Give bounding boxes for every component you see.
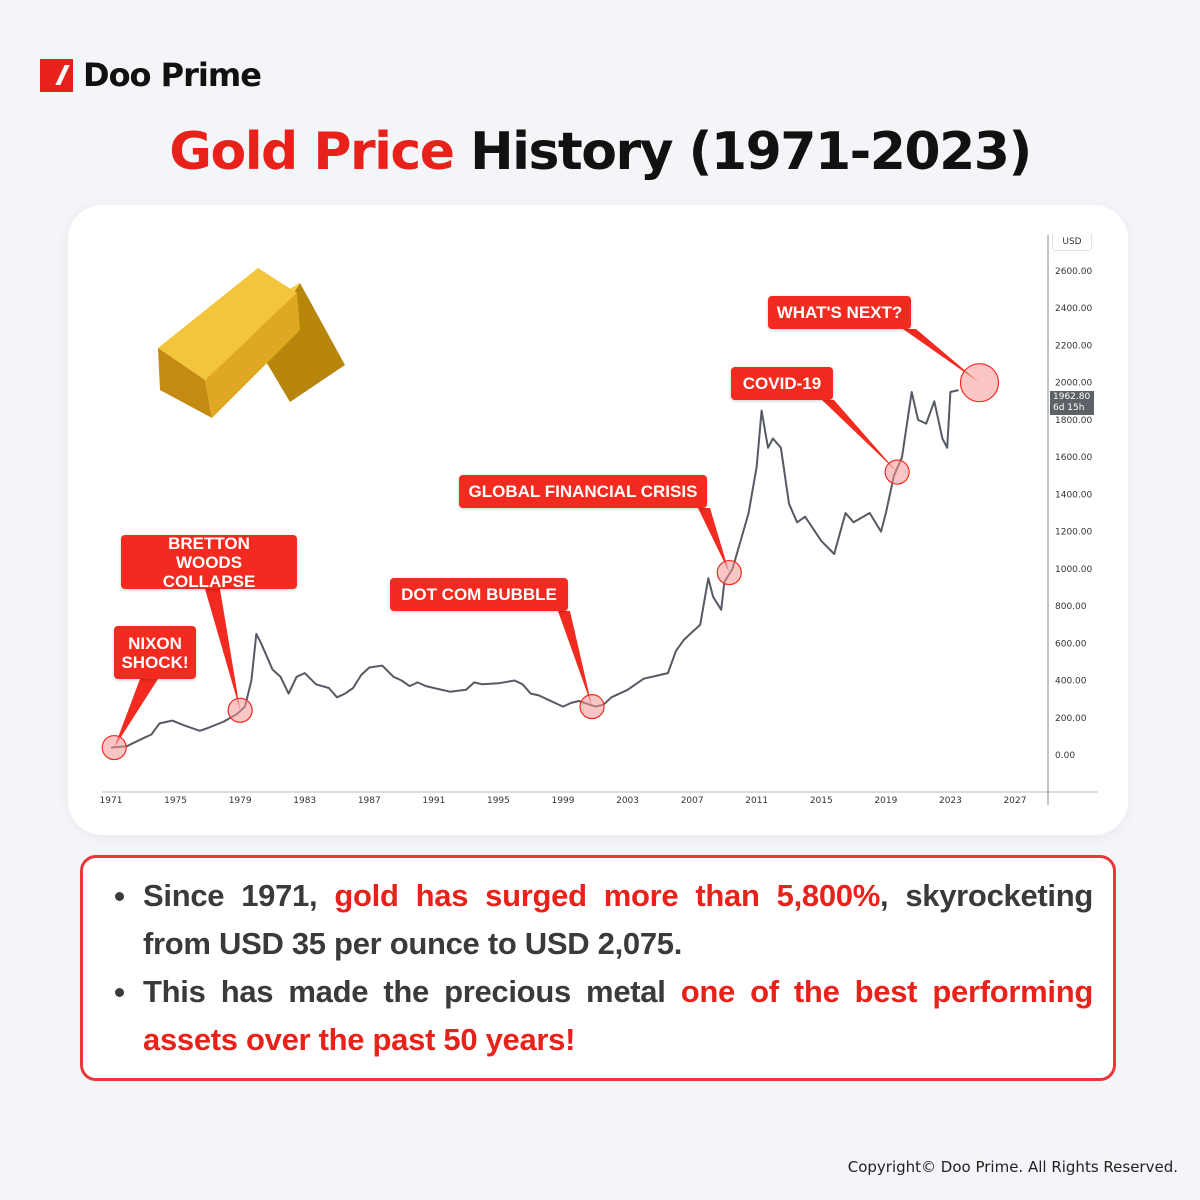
brand-name: Doo Prime bbox=[83, 56, 262, 94]
x-tick-label: 1975 bbox=[164, 796, 187, 806]
annotation-marker bbox=[101, 734, 127, 761]
x-tick-label: 1971 bbox=[100, 796, 123, 806]
chart-frame bbox=[102, 235, 1098, 793]
text: , skyrocketing from USD 35 per ounce to … bbox=[143, 878, 1093, 961]
x-tick-label: 1979 bbox=[229, 796, 252, 806]
current-price-tag: 1962.80 6d 15h bbox=[1050, 391, 1094, 415]
y-tick-label: 800.00 bbox=[1055, 602, 1087, 612]
annotation-marker bbox=[884, 459, 910, 485]
x-tick-label: 1999 bbox=[552, 796, 575, 806]
gold-bars-illustration bbox=[158, 268, 345, 418]
text: This has made the precious metal bbox=[143, 974, 681, 1009]
x-tick-label: 2011 bbox=[745, 796, 768, 806]
callout-dot-com: DOT COM BUBBLE bbox=[390, 578, 568, 611]
y-tick-label: 1000.00 bbox=[1055, 565, 1092, 575]
summary-box: Since 1971, gold has surged more than 5,… bbox=[80, 855, 1116, 1081]
callout-bretton-woods: BRETTON WOODS COLLAPSE bbox=[121, 534, 297, 591]
y-tick-label: 1800.00 bbox=[1055, 416, 1092, 426]
y-tick-label: 2600.00 bbox=[1055, 267, 1092, 277]
callout-covid: COVID-19 bbox=[731, 367, 833, 400]
y-tick-label: 0.00 bbox=[1055, 751, 1075, 761]
page-title: Gold Price History (1971-2023) bbox=[0, 122, 1200, 182]
highlight-text: gold has surged more than 5,800% bbox=[334, 878, 880, 913]
y-tick-label: 2000.00 bbox=[1055, 379, 1092, 389]
y-tick-label: 600.00 bbox=[1055, 639, 1087, 649]
x-tick-label: 1995 bbox=[487, 796, 510, 806]
current-price: 1962.80 bbox=[1053, 392, 1091, 402]
callout-pointer bbox=[205, 589, 241, 711]
highlight-text: one of the best performing assets over t… bbox=[143, 974, 1093, 1057]
x-tick-label: 1991 bbox=[422, 796, 445, 806]
y-tick-label: 400.00 bbox=[1055, 677, 1087, 687]
annotation-marker bbox=[959, 363, 1000, 403]
x-tick-label: 2015 bbox=[810, 796, 833, 806]
x-tick-label: 1983 bbox=[293, 796, 316, 806]
summary-bullet-2: This has made the precious metal one of … bbox=[115, 968, 1093, 1064]
x-tick-label: 1987 bbox=[358, 796, 381, 806]
callout-pointer bbox=[822, 400, 898, 473]
x-tick-label: 2007 bbox=[681, 796, 704, 806]
x-tick-label: 2019 bbox=[874, 796, 897, 806]
callout-nixon-shock: NIXON SHOCK! bbox=[114, 626, 196, 679]
y-tick-label: 1200.00 bbox=[1055, 528, 1092, 538]
callout-whats-next: WHAT'S NEXT? bbox=[768, 296, 911, 329]
title-rest: History (1971-2023) bbox=[470, 122, 1032, 182]
x-tick-label: 2003 bbox=[616, 796, 639, 806]
countdown: 6d 15h bbox=[1053, 403, 1085, 413]
y-tick-label: 1400.00 bbox=[1055, 490, 1092, 500]
x-tick-label: 2027 bbox=[1004, 796, 1027, 806]
gold-price-line bbox=[110, 389, 959, 749]
currency-label: USD bbox=[1052, 234, 1092, 251]
callout-pointer bbox=[698, 508, 730, 573]
callout-pointer bbox=[558, 611, 593, 707]
doo-prime-logo-icon bbox=[40, 58, 73, 92]
copyright: Copyright© Doo Prime. All Rights Reserve… bbox=[847, 1158, 1178, 1176]
y-tick-label: 200.00 bbox=[1055, 714, 1087, 724]
y-tick-label: 2200.00 bbox=[1055, 341, 1092, 351]
annotation-marker bbox=[716, 559, 742, 586]
y-tick-label: 1600.00 bbox=[1055, 453, 1092, 463]
x-tick-label: 2023 bbox=[939, 796, 962, 806]
summary-bullet-1: Since 1971, gold has surged more than 5,… bbox=[115, 872, 1093, 968]
annotation-marker bbox=[227, 697, 253, 723]
title-highlight: Gold Price bbox=[169, 122, 455, 182]
callout-pointer bbox=[114, 679, 158, 748]
brand-logo: Doo Prime bbox=[40, 56, 262, 94]
annotation-marker bbox=[579, 693, 605, 720]
y-tick-label: 2400.00 bbox=[1055, 304, 1092, 314]
callout-pointer bbox=[903, 329, 980, 383]
callout-gfc: GLOBAL FINANCIAL CRISIS bbox=[459, 475, 707, 508]
text: Since 1971, bbox=[143, 878, 335, 913]
